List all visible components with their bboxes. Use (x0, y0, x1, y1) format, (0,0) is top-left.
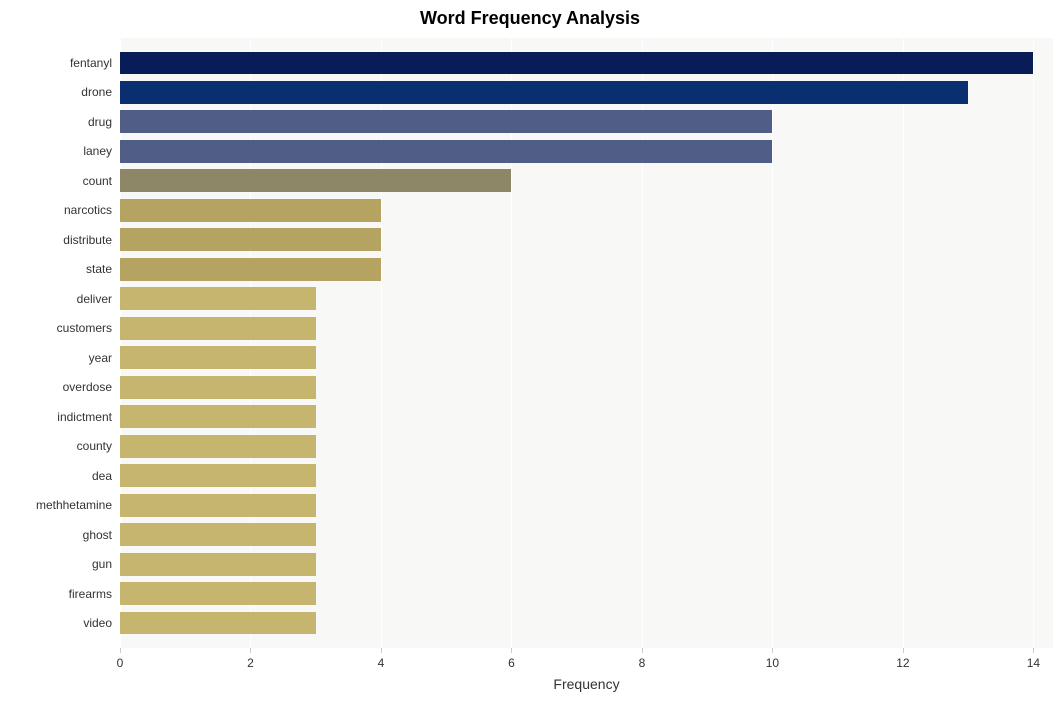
y-tick-label: state (86, 262, 112, 276)
bar (120, 52, 1033, 75)
y-tick-label: customers (57, 321, 112, 335)
y-tick-label: distribute (63, 233, 112, 247)
x-tick-label: 14 (1027, 656, 1040, 670)
x-tick (250, 648, 251, 653)
chart-title: Word Frequency Analysis (0, 8, 1060, 29)
y-tick-label: deliver (77, 292, 112, 306)
bar (120, 523, 316, 546)
grid-line-vertical (1033, 38, 1034, 648)
bar (120, 287, 316, 310)
y-tick-label: laney (83, 144, 112, 158)
plot-area: fentanyldronedruglaneycountnarcoticsdist… (120, 38, 1053, 648)
y-tick-label: drug (88, 115, 112, 129)
y-tick-label: drone (81, 85, 112, 99)
bar (120, 435, 316, 458)
y-tick-label: count (83, 174, 112, 188)
y-tick-label: video (83, 616, 112, 630)
bar (120, 464, 316, 487)
x-tick-label: 12 (896, 656, 909, 670)
y-tick-label: methhetamine (36, 498, 112, 512)
x-tick (120, 648, 121, 653)
y-tick-label: narcotics (64, 203, 112, 217)
x-tick (1033, 648, 1034, 653)
bar (120, 405, 316, 428)
bar (120, 494, 316, 517)
chart-container: Word Frequency Analysis fentanyldronedru… (0, 0, 1060, 701)
grid-line-vertical (903, 38, 904, 648)
bar (120, 169, 511, 192)
bar (120, 81, 968, 104)
bar (120, 376, 316, 399)
bar (120, 228, 381, 251)
x-tick (772, 648, 773, 653)
y-tick-label: gun (92, 557, 112, 571)
grid-line-vertical (772, 38, 773, 648)
bar (120, 110, 772, 133)
x-tick-label: 4 (378, 656, 385, 670)
x-tick (381, 648, 382, 653)
bar (120, 140, 772, 163)
bar (120, 346, 316, 369)
bar (120, 199, 381, 222)
bar (120, 582, 316, 605)
bar (120, 553, 316, 576)
y-tick-label: ghost (83, 528, 112, 542)
bar (120, 317, 316, 340)
x-tick (642, 648, 643, 653)
x-tick-label: 2 (247, 656, 254, 670)
y-tick-label: year (89, 351, 112, 365)
x-tick (903, 648, 904, 653)
bar (120, 258, 381, 281)
x-tick-label: 0 (117, 656, 124, 670)
y-tick-label: county (77, 439, 112, 453)
y-tick-label: fentanyl (70, 56, 112, 70)
y-tick-label: dea (92, 469, 112, 483)
x-tick (511, 648, 512, 653)
bar (120, 612, 316, 635)
y-tick-label: overdose (63, 380, 112, 394)
y-tick-label: firearms (69, 587, 112, 601)
x-tick-label: 8 (639, 656, 646, 670)
x-tick-label: 10 (766, 656, 779, 670)
x-tick-label: 6 (508, 656, 515, 670)
y-tick-label: indictment (57, 410, 112, 424)
x-axis-title: Frequency (120, 676, 1053, 692)
